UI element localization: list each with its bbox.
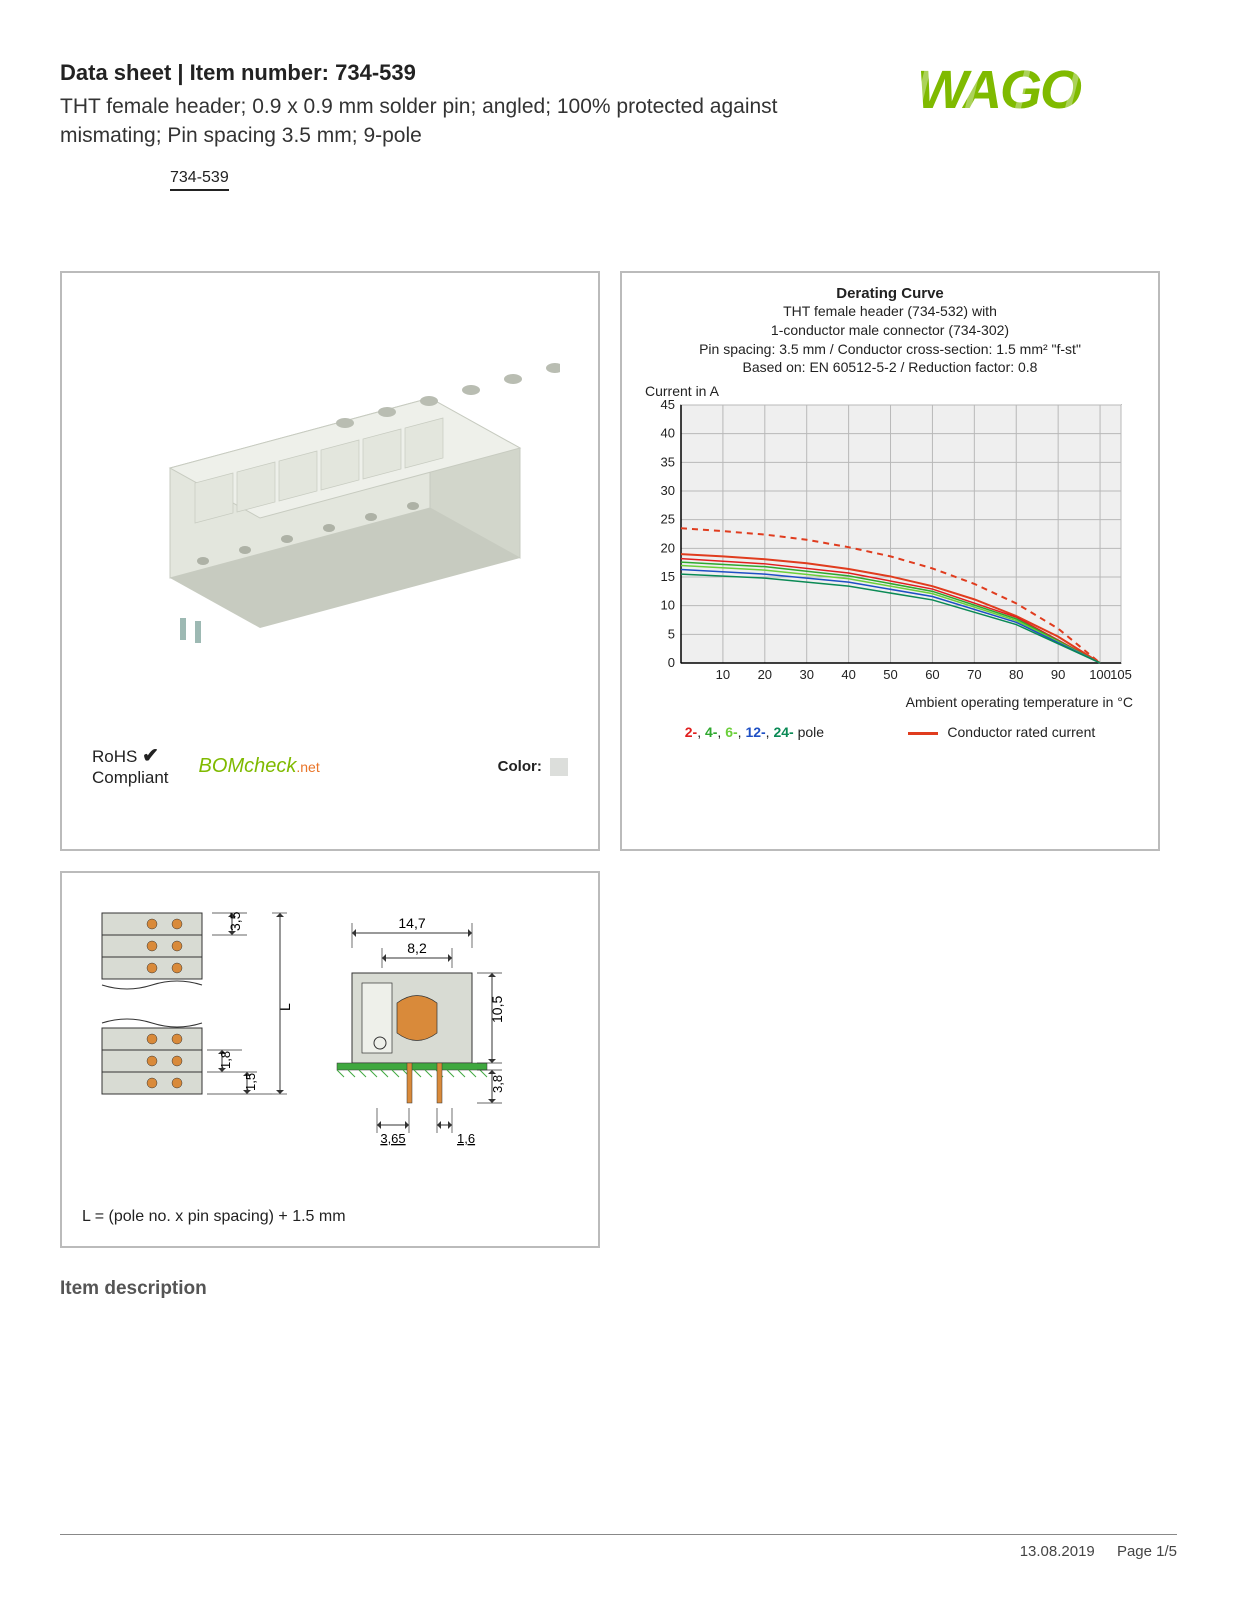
svg-text:14,7: 14,7 [398,915,425,931]
legend-rated: Conductor rated current [908,724,1096,740]
title: Data sheet | Item number: 734-539 [60,60,917,86]
svg-text:40: 40 [661,426,675,441]
footer-page: Page 1/5 [1117,1543,1177,1560]
legend-rated-line [908,732,938,735]
product-image-panel: RoHS ✔ Compliant BOMcheck.net Color: [60,271,600,851]
legend-rated-label: Conductor rated current [947,724,1095,740]
svg-text:15: 15 [661,569,675,584]
color-label: Color: [498,758,568,776]
header: Data sheet | Item number: 734-539 THT fe… [60,60,1177,191]
dimensions-panel: 3,5 1,8 1,5 L 14,7 8,2 10,5 3,8 3,65 1,6 L = (pol… [60,871,600,1248]
svg-text:50: 50 [883,667,897,682]
item-number-link[interactable]: 734-539 [170,169,229,191]
svg-text:20: 20 [661,541,675,556]
color-label-text: Color: [498,758,542,775]
footer-date: 13.08.2019 [1020,1543,1095,1560]
svg-text:35: 35 [661,455,675,470]
svg-text:70: 70 [967,667,981,682]
rohs-label: RoHS ✔ Compliant [92,744,169,788]
compliance-row: RoHS ✔ Compliant BOMcheck.net Color: [92,744,568,788]
svg-text:1,5: 1,5 [243,1073,258,1091]
bomcheck-suffix: .net [296,759,319,775]
chart-title: Derating Curve [637,285,1143,302]
svg-text:L: L [277,1003,293,1011]
svg-text:60: 60 [925,667,939,682]
title-item-number: 734-539 [335,60,416,85]
title-prefix: Data sheet | Item number: [60,60,335,85]
svg-text:80: 80 [1009,667,1023,682]
svg-text:WAGO: WAGO [917,60,1082,120]
svg-text:10,5: 10,5 [489,995,505,1022]
chart-legend: 2-, 4-, 6-, 12-, 24- pole Conductor rate… [637,724,1143,740]
check-icon: ✔ [142,745,159,767]
svg-text:3,8: 3,8 [490,1075,505,1093]
chart-subtitle: THT female header (734-532) with1-conduc… [637,302,1143,378]
svg-text:10: 10 [661,598,675,613]
svg-text:25: 25 [661,512,675,527]
product-render [100,288,560,708]
svg-text:8,2: 8,2 [407,940,427,956]
wago-logo: WAGO [917,60,1177,120]
derating-chart-panel: Derating Curve THT female header (734-53… [620,271,1160,851]
x-axis-label: Ambient operating temperature in °C [637,694,1133,710]
svg-text:100: 100 [1089,667,1111,682]
svg-text:3,5: 3,5 [227,911,243,931]
y-axis-label: Current in A [645,383,1143,399]
rohs-text1: RoHS [92,747,137,766]
bomcheck-logo: BOMcheck.net [199,755,320,778]
svg-text:40: 40 [841,667,855,682]
svg-text:20: 20 [758,667,772,682]
footer: 13.08.2019 Page 1/5 [60,1534,1177,1560]
svg-text:30: 30 [799,667,813,682]
rohs-text2: Compliant [92,768,169,787]
svg-text:1,8: 1,8 [218,1051,233,1069]
svg-text:90: 90 [1051,667,1065,682]
svg-text:30: 30 [661,483,675,498]
svg-text:3,65: 3,65 [380,1131,405,1146]
svg-text:10: 10 [716,667,730,682]
bomcheck-main: BOMcheck [199,755,297,777]
subtitle: THT female header; 0.9 x 0.9 mm solder p… [60,92,810,151]
svg-text:45: 45 [661,399,675,412]
section-heading: Item description [60,1278,1177,1300]
dimension-drawing: 3,5 1,8 1,5 L 14,7 8,2 10,5 3,8 3,65 1,6 [82,893,582,1173]
svg-text:105: 105 [1110,667,1132,682]
svg-text:0: 0 [668,655,675,670]
chart-plot: 10 20 30 40 50 60 70 80 90 100105 0 5 10 15 20 25 30 35 40… [643,399,1137,694]
svg-text:1,6: 1,6 [457,1131,475,1146]
legend-poles: 2-, 4-, 6-, 12-, 24- pole [685,724,824,740]
dimension-note: L = (pole no. x pin spacing) + 1.5 mm [82,1208,578,1226]
color-swatch [550,758,568,776]
svg-text:5: 5 [668,627,675,642]
